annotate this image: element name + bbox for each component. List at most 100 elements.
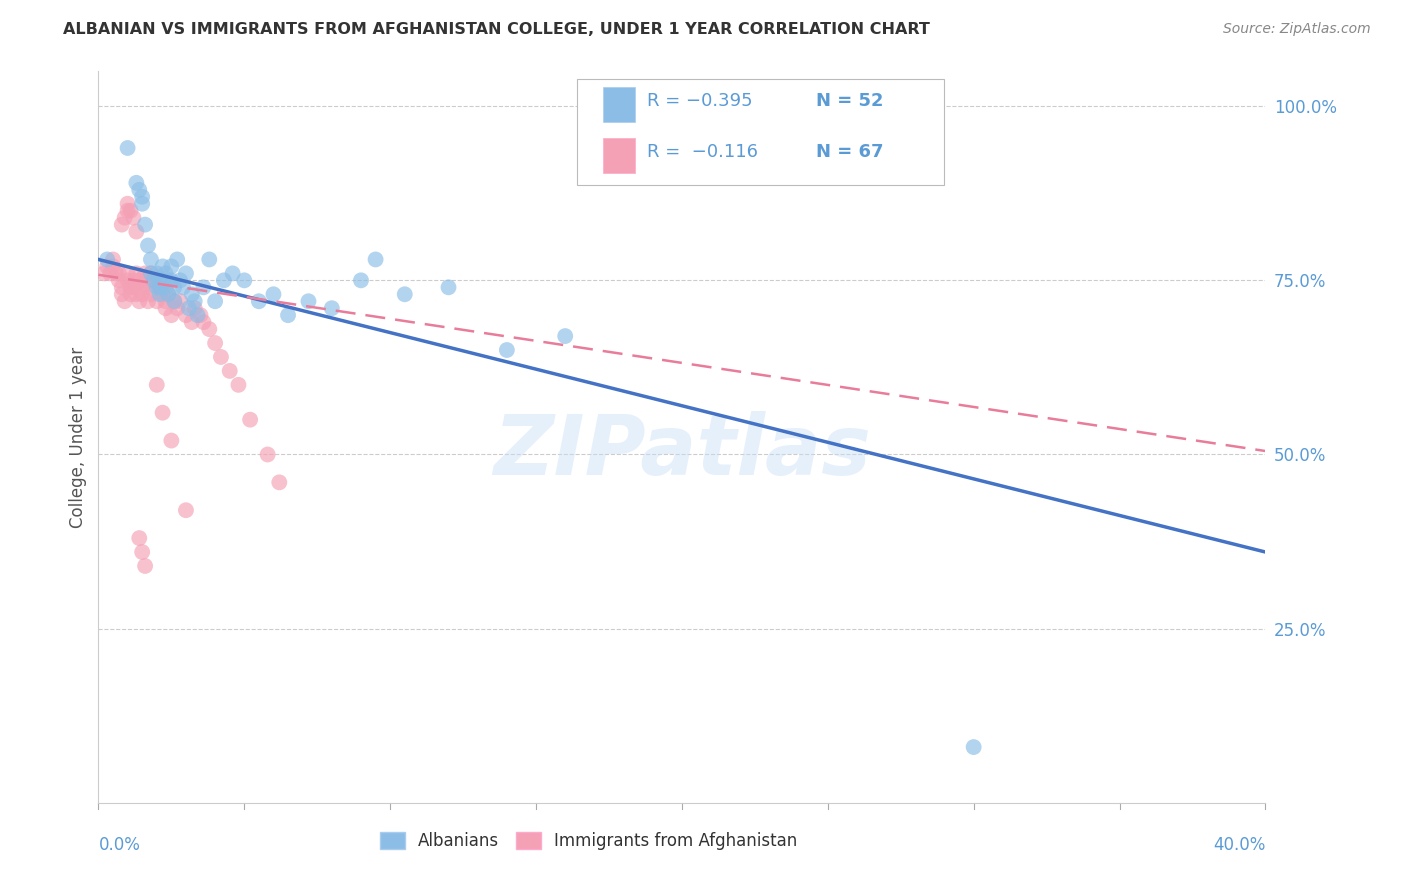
Point <box>149 280 172 294</box>
Point <box>174 266 197 280</box>
Point <box>114 211 136 225</box>
Point <box>160 260 183 274</box>
Point <box>157 287 180 301</box>
Point <box>128 294 150 309</box>
Point <box>96 252 118 267</box>
Point <box>193 315 215 329</box>
Text: 0.0%: 0.0% <box>98 836 141 854</box>
Point <box>117 141 139 155</box>
Point <box>152 406 174 420</box>
Point <box>134 273 156 287</box>
Point <box>142 273 165 287</box>
Point <box>136 238 159 252</box>
Point <box>136 280 159 294</box>
Point <box>120 280 142 294</box>
Point <box>134 266 156 280</box>
Point <box>125 266 148 280</box>
Point <box>108 273 131 287</box>
Point <box>204 336 226 351</box>
Point <box>297 294 319 309</box>
Point <box>962 740 984 755</box>
Legend: Albanians, Immigrants from Afghanistan: Albanians, Immigrants from Afghanistan <box>373 825 804 856</box>
Point <box>139 287 162 301</box>
Point <box>155 280 177 294</box>
Point <box>269 475 291 490</box>
Point <box>228 377 250 392</box>
Text: R =  −0.116: R = −0.116 <box>647 143 758 161</box>
Point <box>117 203 139 218</box>
Point <box>146 266 169 280</box>
Point <box>169 294 191 309</box>
Point <box>96 260 118 274</box>
Point <box>111 280 134 294</box>
Point <box>247 294 270 309</box>
Point <box>155 294 177 309</box>
Point <box>437 280 460 294</box>
Point <box>111 287 134 301</box>
Point <box>122 280 145 294</box>
Point <box>174 308 197 322</box>
Text: ALBANIAN VS IMMIGRANTS FROM AFGHANISTAN COLLEGE, UNDER 1 YEAR CORRELATION CHART: ALBANIAN VS IMMIGRANTS FROM AFGHANISTAN … <box>63 22 931 37</box>
Point <box>190 308 212 322</box>
Point <box>101 252 124 267</box>
Point <box>198 322 221 336</box>
FancyBboxPatch shape <box>603 138 636 173</box>
Point <box>117 196 139 211</box>
Point <box>166 252 188 267</box>
Point <box>221 266 243 280</box>
Point <box>496 343 519 357</box>
Point <box>120 203 142 218</box>
Point <box>128 531 150 545</box>
Point <box>125 225 148 239</box>
Text: Source: ZipAtlas.com: Source: ZipAtlas.com <box>1223 22 1371 37</box>
Point <box>163 294 186 309</box>
Point <box>139 252 162 267</box>
Point <box>131 280 153 294</box>
Point <box>160 308 183 322</box>
Point <box>177 301 200 316</box>
Point <box>172 280 194 294</box>
Point <box>122 211 145 225</box>
Point <box>139 266 162 280</box>
Point <box>146 280 169 294</box>
Text: N = 52: N = 52 <box>815 92 883 110</box>
Point <box>180 315 202 329</box>
Point <box>394 287 416 301</box>
Point <box>104 266 127 280</box>
Point <box>163 280 186 294</box>
Point <box>134 558 156 573</box>
Point <box>155 301 177 316</box>
Point <box>98 266 121 280</box>
Point <box>125 287 148 301</box>
Point <box>149 287 172 301</box>
Point <box>142 273 165 287</box>
Point <box>120 287 142 301</box>
Point <box>152 260 174 274</box>
Point <box>157 287 180 301</box>
Point <box>152 273 174 287</box>
Point <box>160 434 183 448</box>
Point <box>212 273 235 287</box>
Point <box>139 266 162 280</box>
Point <box>174 503 197 517</box>
Point <box>131 287 153 301</box>
Point <box>136 294 159 309</box>
Point <box>117 273 139 287</box>
Point <box>193 280 215 294</box>
Point <box>149 280 172 294</box>
Point <box>101 260 124 274</box>
Point <box>321 301 343 316</box>
Point <box>262 287 284 301</box>
Point <box>125 176 148 190</box>
Point <box>169 273 191 287</box>
Point <box>187 308 209 322</box>
Point <box>157 273 180 287</box>
Point <box>111 218 134 232</box>
Point <box>180 287 202 301</box>
Point <box>233 273 256 287</box>
Text: N = 67: N = 67 <box>815 143 883 161</box>
Point <box>131 190 153 204</box>
Point <box>131 545 153 559</box>
FancyBboxPatch shape <box>603 87 636 122</box>
Point <box>204 294 226 309</box>
